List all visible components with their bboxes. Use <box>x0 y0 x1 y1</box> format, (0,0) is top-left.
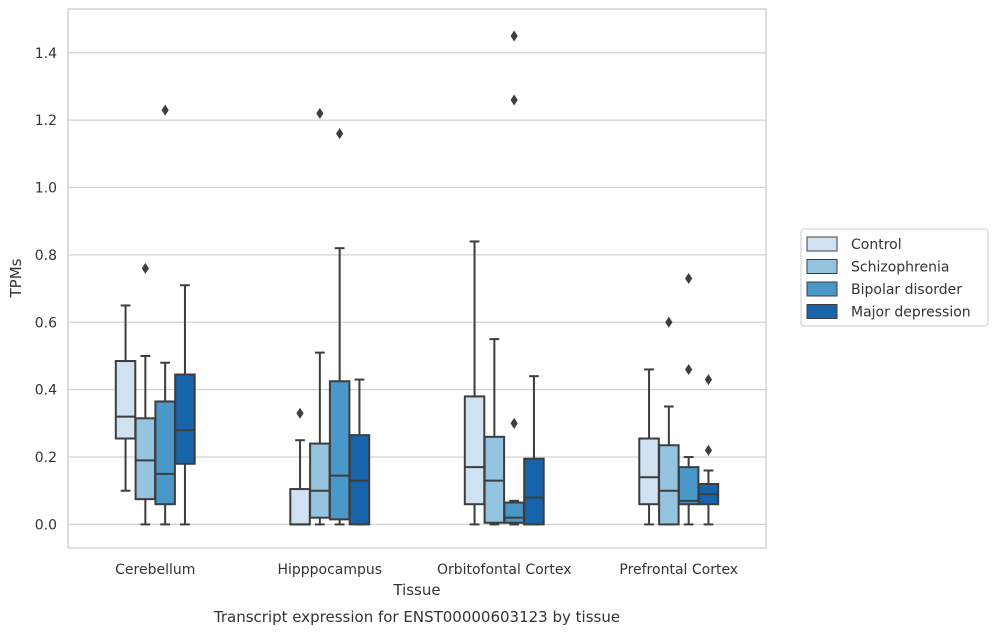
box-bipolar-disorder <box>503 30 525 526</box>
legend: Control Schizophrenia Bipolar disorder Majo… <box>800 228 989 327</box>
y-axis-ticks: 0.0 0.2 0.4 0.6 0.8 1.0 1.2 1.4 <box>35 46 57 534</box>
legend-swatch <box>806 281 838 297</box>
box-schizophrenia <box>483 338 506 526</box>
box-body <box>309 442 331 519</box>
box-schizophrenia <box>134 262 157 526</box>
box-series <box>114 30 720 526</box>
box-major-depression <box>174 284 196 526</box>
x-axis-ticks: Cerebellum Hipppocampus Orbitofontal Corte… <box>115 562 738 578</box>
y-tick-label: 0.8 <box>35 248 57 264</box>
box-control <box>289 407 311 526</box>
outlier-point <box>704 444 713 456</box>
outlier-point <box>704 374 713 386</box>
box-body <box>134 417 157 501</box>
box-body <box>328 380 351 521</box>
box-body <box>463 395 486 506</box>
x-tick-label: Hipppocampus <box>277 562 382 578</box>
legend-swatch <box>806 236 838 252</box>
legend-label: Bipolar disorder <box>851 282 962 298</box>
box-major-depression <box>348 378 371 526</box>
legend-frame <box>800 228 989 327</box>
box-control <box>463 240 486 526</box>
outlier-point <box>665 316 673 328</box>
outlier-point <box>510 94 518 106</box>
box-body <box>154 400 176 506</box>
x-tick-label: Orbitofontal Cortex <box>437 562 572 578</box>
legend-label: Major depression <box>851 305 971 321</box>
y-tick-label: 0.2 <box>35 450 57 466</box>
y-tick-label: 1.4 <box>35 46 57 62</box>
box-body <box>638 437 660 506</box>
box-control <box>114 304 137 492</box>
legend-item: Schizophrenia <box>806 259 949 276</box>
box-body <box>289 488 311 526</box>
legend-item: Major depression <box>806 304 971 321</box>
y-tick-label: 0.4 <box>35 383 57 399</box>
box-schizophrenia <box>309 107 331 526</box>
y-tick-label: 1.0 <box>35 181 57 197</box>
y-tick-label: 1.2 <box>35 113 57 129</box>
legend-swatch <box>806 304 838 319</box>
box-bipolar-disorder <box>328 128 351 526</box>
box-major-depression <box>523 375 545 526</box>
box-body <box>503 501 525 524</box>
box-bipolar-disorder <box>677 273 700 526</box>
x-axis-label: Tissue <box>392 581 440 599</box>
box-major-depression <box>697 374 720 526</box>
legend-item: Bipolar disorder <box>806 281 962 298</box>
outlier-point <box>685 273 693 284</box>
box-bipolar-disorder <box>154 104 176 526</box>
y-tick-label: 0.6 <box>35 315 57 331</box>
outlier-point <box>296 407 304 419</box>
outlier-point <box>510 417 518 429</box>
plot-area-frame <box>67 8 767 549</box>
y-tick-label: 0.0 <box>35 517 57 533</box>
box-body <box>174 373 196 465</box>
outlier-point <box>141 262 149 274</box>
outlier-point <box>316 107 324 119</box>
chart-caption: Transcript expression for ENST0000060312… <box>213 608 620 626</box>
outlier-point <box>510 30 518 42</box>
outlier-point <box>336 128 344 140</box>
legend-item: Control <box>806 236 902 253</box>
x-tick-label: Cerebellum <box>115 562 195 578</box>
legend-label: Schizophrenia <box>851 260 949 276</box>
legend-label: Control <box>851 237 902 253</box>
box-control <box>638 368 660 526</box>
box-body <box>658 444 680 526</box>
y-axis-label: TPMs <box>7 258 25 298</box>
outlier-point <box>685 363 693 375</box>
x-tick-label: Prefrontal Cortex <box>619 562 738 578</box>
box-body <box>677 466 700 506</box>
box-body <box>523 457 545 526</box>
outlier-point <box>161 104 169 116</box>
legend-swatch <box>806 259 838 274</box>
box-schizophrenia <box>658 316 680 526</box>
box-body <box>114 360 137 440</box>
